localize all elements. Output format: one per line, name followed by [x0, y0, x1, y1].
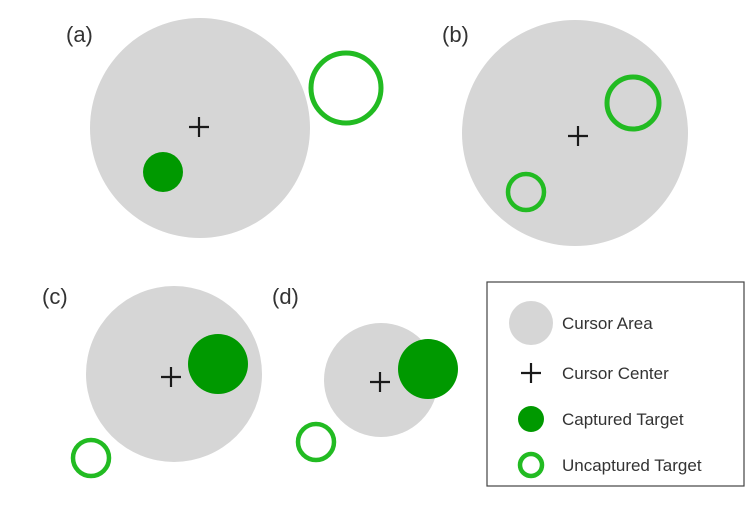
panel-c: (c)	[42, 284, 262, 479]
captured-target-icon	[518, 406, 544, 432]
captured-target	[188, 334, 248, 394]
uncaptured-target	[604, 74, 662, 132]
legend-label-cursor-area: Cursor Area	[562, 314, 653, 333]
captured-target	[398, 339, 458, 399]
uncaptured-target	[295, 421, 337, 463]
uncaptured-target	[308, 50, 384, 126]
panel-d: (d)	[272, 284, 458, 463]
panel-a-label: (a)	[66, 22, 93, 47]
panel-b: (b)	[442, 20, 688, 246]
uncaptured-target	[70, 437, 112, 479]
cursor-center-icon	[521, 363, 541, 383]
uncaptured-target-icon	[517, 451, 545, 479]
panel-d-label: (d)	[272, 284, 299, 309]
cursor-area	[86, 286, 262, 462]
cursor-center-icon	[161, 367, 181, 387]
panel-a: (a)	[66, 18, 384, 238]
cursor-area-icon	[509, 301, 553, 345]
legend-item-cursor-area: Cursor Area	[509, 301, 653, 345]
legend-item-uncaptured-target: Uncaptured Target	[517, 451, 702, 479]
cursor-center-icon	[189, 117, 209, 137]
cursor-area	[462, 20, 688, 246]
legend-item-cursor-center: Cursor Center	[521, 363, 669, 383]
legend-label-cursor-center: Cursor Center	[562, 364, 669, 383]
legend: Cursor Area Cursor Center Captured Targe…	[486, 281, 745, 487]
legend-label-captured-target: Captured Target	[562, 410, 684, 429]
panel-b-label: (b)	[442, 22, 469, 47]
cursor-center-icon	[568, 126, 588, 146]
panel-c-label: (c)	[42, 284, 68, 309]
cursor-center-icon	[370, 372, 390, 392]
legend-label-uncaptured-target: Uncaptured Target	[562, 456, 702, 475]
captured-target	[143, 152, 183, 192]
legend-item-captured-target: Captured Target	[518, 406, 684, 432]
uncaptured-target	[505, 171, 547, 213]
